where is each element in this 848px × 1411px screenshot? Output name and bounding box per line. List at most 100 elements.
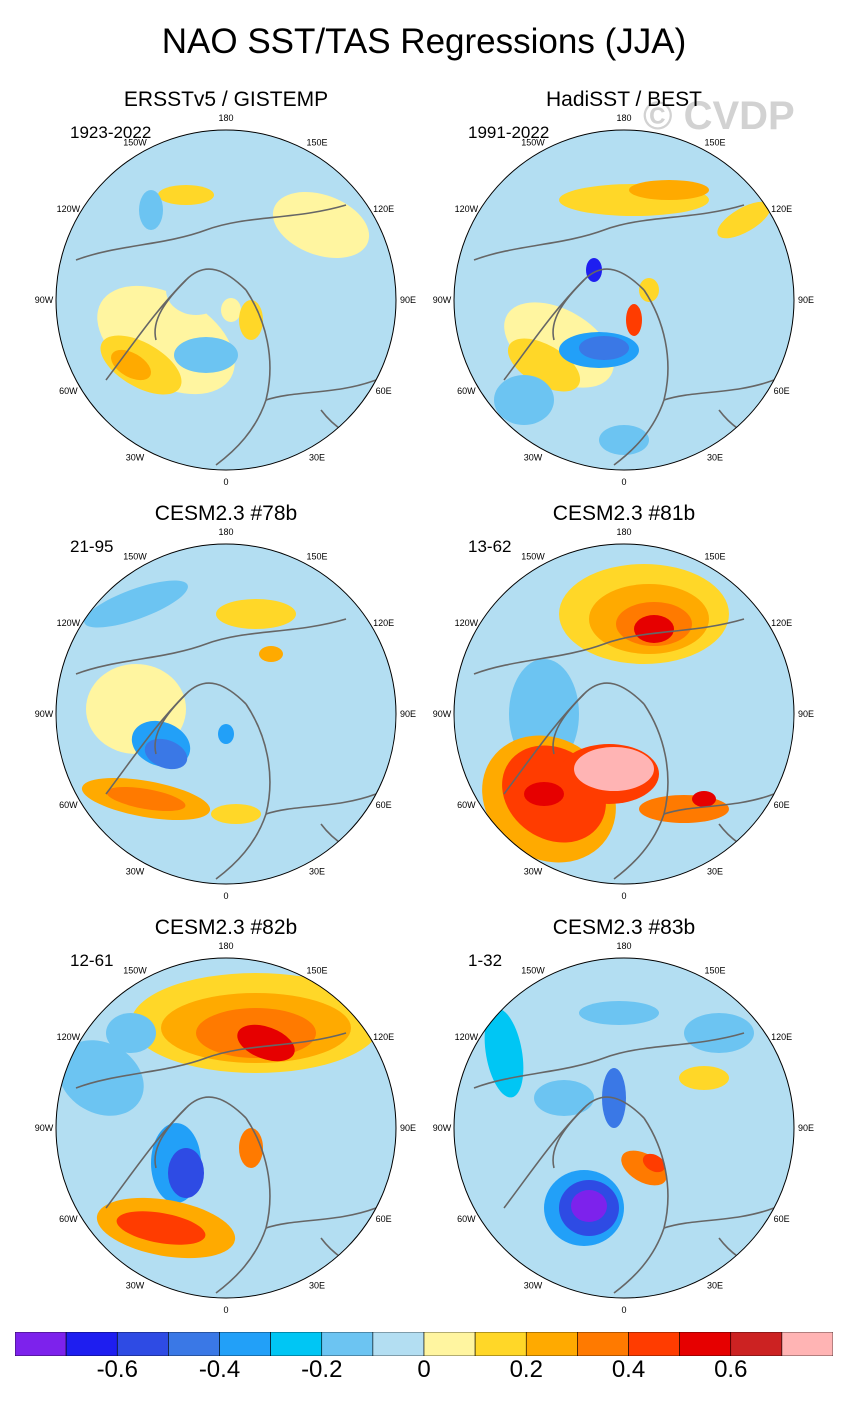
longitude-label: 150W xyxy=(521,551,545,561)
longitude-label: 180 xyxy=(616,527,631,537)
colorbar-swatch xyxy=(730,1332,783,1356)
coastline xyxy=(552,1107,585,1169)
longitude-label: 30W xyxy=(126,867,145,877)
anomaly-region xyxy=(484,1008,524,1098)
anomaly-region xyxy=(579,336,629,360)
anomaly-region xyxy=(84,580,188,628)
colorbar-label: 0.6 xyxy=(714,1356,748,1383)
longitude-label: 150E xyxy=(704,137,725,147)
anomaly-region xyxy=(586,258,602,282)
longitude-label: 90E xyxy=(400,295,416,305)
anomaly-region xyxy=(684,1013,754,1053)
colorbar-label: 0 xyxy=(417,1356,431,1383)
longitude-label: 30E xyxy=(707,867,723,877)
longitude-label: 30W xyxy=(524,453,543,463)
anomaly-region xyxy=(168,1148,204,1198)
longitude-label: 0 xyxy=(621,1305,626,1315)
anomaly-region xyxy=(239,1128,263,1168)
longitude-label: 60E xyxy=(376,800,392,810)
colorbar-swatch xyxy=(321,1332,374,1356)
polar-map: 180 150E 120E 90E 60E 30E 0 30W 60W 90W 120W 150W xyxy=(35,527,416,901)
longitude-label: 30E xyxy=(309,453,325,463)
longitude-label: 60W xyxy=(59,1214,78,1224)
coastline xyxy=(75,204,347,261)
longitude-label: 0 xyxy=(621,477,626,487)
panel-title: CESM2.3 #83b xyxy=(552,916,696,939)
anomaly-region xyxy=(524,782,564,806)
ocean-background xyxy=(56,544,396,884)
anomaly-region xyxy=(158,185,214,205)
longitude-label: 0 xyxy=(223,1305,228,1315)
longitude-label: 180 xyxy=(218,527,233,537)
longitude-label: 120W xyxy=(455,1032,479,1042)
longitude-label: 120E xyxy=(771,618,792,628)
panel-cesm-83b: 180 150E 120E 90E 60E 30E 0 30W 60W 90W 120W 150W C… xyxy=(412,916,836,1328)
coastline xyxy=(75,1032,347,1089)
coastline xyxy=(552,279,585,341)
panel-period: 1923-2022 xyxy=(70,123,152,142)
colorbar-swatch xyxy=(679,1332,732,1356)
anomaly-region xyxy=(218,724,234,744)
polar-map: 180 150E 120E 90E 60E 30E 0 30W 60W 90W 120W 150W xyxy=(35,113,416,487)
longitude-label: 150E xyxy=(306,965,327,975)
longitude-label: 90E xyxy=(400,709,416,719)
anomaly-region xyxy=(106,786,186,812)
longitude-label: 60W xyxy=(457,1214,476,1224)
longitude-label: 150E xyxy=(704,965,725,975)
colorbar-swatch xyxy=(65,1332,118,1356)
longitude-label: 30W xyxy=(524,867,543,877)
longitude-label: 150W xyxy=(521,137,545,147)
anomaly-region xyxy=(259,646,283,662)
longitude-label: 60E xyxy=(774,1214,790,1224)
anomaly-region xyxy=(574,747,654,791)
anomaly-region xyxy=(166,265,226,315)
panel-cesm-81b: 180 150E 120E 90E 60E 30E 0 30W 60W 90W 120W 150W C… xyxy=(412,502,836,914)
colorbar-swatch xyxy=(270,1332,323,1356)
longitude-label: 180 xyxy=(218,113,233,123)
longitude-label: 0 xyxy=(621,891,626,901)
coastline xyxy=(265,379,377,401)
longitude-label: 120W xyxy=(455,204,479,214)
colorbar-label: -0.2 xyxy=(301,1356,343,1383)
longitude-label: 120W xyxy=(455,618,479,628)
colorbar-swatch xyxy=(577,1332,629,1356)
longitude-label: 120E xyxy=(373,204,394,214)
colorbar-swatch xyxy=(474,1332,527,1356)
anomaly-region xyxy=(272,192,370,258)
longitude-label: 30E xyxy=(707,1281,723,1291)
longitude-label: 120E xyxy=(771,1032,792,1042)
map-boundary xyxy=(453,957,795,1299)
anomaly-region xyxy=(58,1040,144,1116)
polar-map: 180 150E 120E 90E 60E 30E 0 30W 60W 90W 120W 150W xyxy=(433,527,814,901)
colorbar-swatch xyxy=(168,1332,220,1356)
coastline xyxy=(663,793,775,815)
longitude-label: 90W xyxy=(433,1123,452,1133)
longitude-label: 90E xyxy=(798,709,814,719)
colorbar xyxy=(15,1332,833,1356)
panel-cesm-82b: 180 150E 120E 90E 60E 30E 0 30W 60W 90W 120W 150W C… xyxy=(14,916,438,1328)
coastline xyxy=(552,693,585,755)
anomaly-region xyxy=(111,349,151,381)
coastline xyxy=(154,279,187,341)
coastline xyxy=(75,618,347,675)
anomaly-region xyxy=(239,300,263,340)
longitude-label: 60E xyxy=(774,800,790,810)
colorbar-swatch xyxy=(525,1332,578,1356)
longitude-label: 150W xyxy=(123,551,147,561)
panel-title: ERSSTv5 / GISTEMP xyxy=(123,88,329,111)
longitude-label: 90W xyxy=(433,295,452,305)
longitude-label: 150W xyxy=(123,137,147,147)
longitude-label: 120W xyxy=(57,1032,81,1042)
anomaly-region xyxy=(717,201,771,239)
anomaly-region xyxy=(221,298,241,322)
panel-period: 21-95 xyxy=(70,537,114,556)
anomaly-region xyxy=(599,425,649,455)
anomaly-region xyxy=(639,278,659,302)
anomaly-region xyxy=(174,337,238,373)
anomaly-region xyxy=(626,304,642,336)
longitude-label: 90E xyxy=(400,1123,416,1133)
colorbar-swatch xyxy=(423,1332,476,1356)
longitude-label: 60W xyxy=(59,386,78,396)
map-boundary xyxy=(453,129,795,471)
longitude-label: 120W xyxy=(57,618,81,628)
